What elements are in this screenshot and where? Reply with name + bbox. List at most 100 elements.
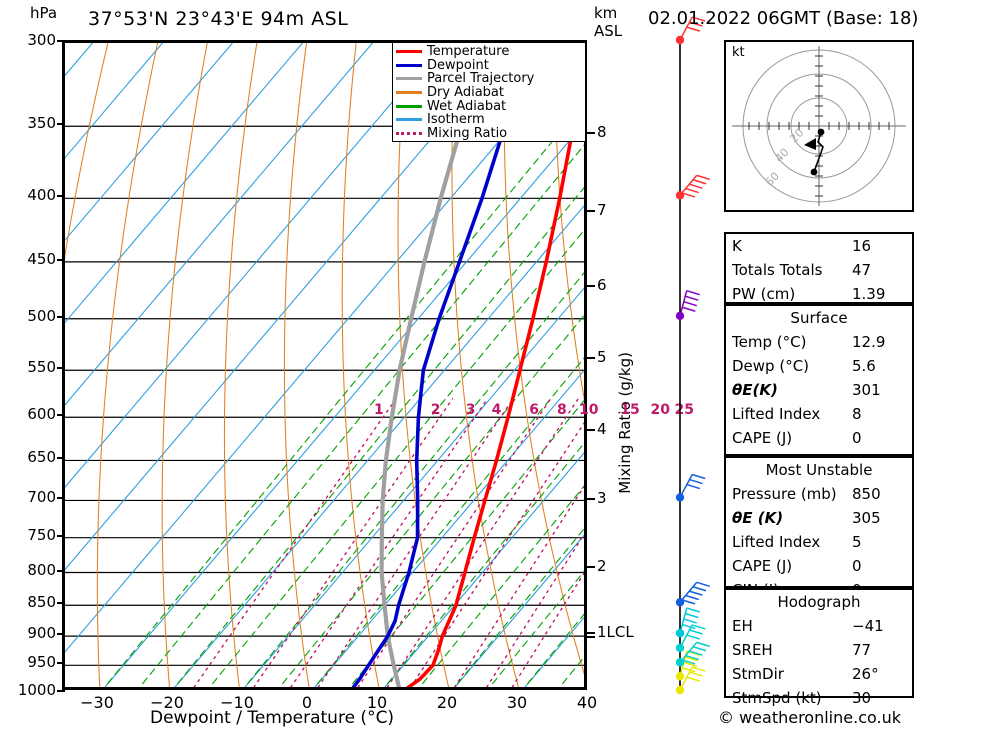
wind-barb-flag — [689, 671, 703, 677]
stat-row: θE (K) 305 — [726, 506, 912, 530]
hodograph-point — [817, 128, 825, 136]
forecast-datetime: 02.01.2022 06GMT (Base: 18) — [648, 8, 919, 29]
wind-barb-flag — [692, 586, 707, 592]
stat-label: CAPE (J) — [732, 557, 793, 575]
stat-row: CAPE (J) 0 — [726, 426, 912, 450]
wet-adiabat-line — [209, 229, 584, 687]
wet-adiabat-line — [174, 186, 584, 687]
legend-label: Temperature — [427, 44, 510, 60]
temperature-tick-label: 20 — [436, 693, 458, 712]
legend-item: Parcel Trajectory — [396, 72, 582, 86]
stat-row: SREH 77 — [726, 638, 912, 662]
wind-barb-shaft — [679, 16, 693, 41]
stat-value: 47 — [852, 261, 872, 279]
wind-barb-shaft — [679, 290, 688, 316]
height-tick-label: 5 — [597, 348, 607, 367]
wet-adiabat-line — [104, 102, 584, 687]
mixing-ratio-line — [317, 398, 514, 687]
stat-row: Lifted Index 5 — [726, 530, 912, 554]
legend-item: Wet Adiabat — [396, 99, 582, 113]
pressure-tick-label: 400 — [27, 186, 56, 205]
wind-barb-flag — [691, 16, 706, 22]
isotherm-line — [244, 287, 584, 687]
stat-row: CAPE (J) 0 — [726, 554, 912, 578]
pressure-tick — [57, 195, 65, 198]
wind-barb-flag — [686, 676, 701, 682]
wind-barb-flag — [689, 650, 703, 656]
legend-label: Dry Adiabat — [427, 85, 504, 101]
wind-barb-shaft — [679, 641, 698, 663]
stat-value: −41 — [852, 617, 884, 635]
pressure-tick-label: 550 — [27, 358, 56, 377]
isotherm-line — [104, 122, 584, 687]
wind-barb-flag — [681, 659, 696, 665]
wind-barb-flag — [683, 661, 697, 667]
isotherm-line — [314, 369, 584, 687]
wind-barb-flag — [685, 187, 699, 194]
stat-value: 1.39 — [852, 285, 886, 303]
stat-label: Lifted Index — [732, 405, 821, 423]
pressure-tick-label: 650 — [27, 448, 56, 467]
dry-adiabat-line — [65, 43, 109, 259]
stat-label: Temp (°C) — [732, 333, 807, 351]
wind-barb-flag — [685, 612, 699, 619]
mixing-ratio-label: 10 — [578, 402, 599, 419]
isotherm-line — [65, 43, 303, 324]
stat-label: θE (K) — [732, 509, 784, 527]
legend-item: Temperature — [396, 45, 582, 59]
panel-title: Surface — [790, 309, 848, 327]
wind-barb — [675, 289, 700, 320]
hodograph-ring-label: 20 — [787, 126, 806, 145]
stat-row: Lifted Index 8 — [726, 402, 912, 426]
height-tick-label: 6 — [597, 275, 607, 294]
pressure-tick-label: 750 — [27, 525, 56, 544]
mixing-ratio-axis-title: Mixing Ratio (g/kg) — [616, 352, 634, 494]
legend-swatch — [396, 77, 422, 81]
hodograph-trace-line — [813, 131, 824, 173]
pressure-tick-label: 700 — [27, 488, 56, 507]
wind-barb-flag — [689, 183, 703, 189]
pressure-tick-label: 800 — [27, 560, 56, 579]
stat-value: 301 — [852, 381, 881, 399]
wind-barb-column — [650, 0, 720, 733]
height-tick-label: 2 — [597, 557, 607, 576]
dewpoint-curve — [351, 43, 543, 687]
pressure-tick-label: 1000 — [17, 681, 56, 699]
temperature-tick-label: −20 — [150, 693, 184, 712]
stat-row: Dewp (°C) 5.6 — [726, 354, 912, 378]
legend-item: Dewpoint — [396, 59, 582, 73]
stat-row: EH −41 — [726, 614, 912, 638]
stat-label: Dewp (°C) — [732, 357, 810, 375]
pressure-tick — [57, 258, 65, 261]
pressure-tick — [57, 367, 65, 370]
legend-label: Mixing Ratio — [427, 125, 508, 141]
legend-swatch — [396, 91, 422, 95]
legend-label: Isotherm — [427, 112, 485, 128]
wet-adiabat-line — [139, 144, 584, 687]
temperature-tick-label: 10 — [366, 693, 388, 712]
wind-barb-flag — [692, 179, 707, 185]
storm-motion-arrow-icon — [804, 138, 816, 150]
legend-item: Mixing Ratio — [396, 127, 582, 141]
mixing-ratio-label: 2 — [430, 402, 441, 419]
x-axis-title: Dewpoint / Temperature (°C) — [150, 708, 395, 728]
stat-value: 30 — [852, 689, 872, 707]
height-tick-label: 3 — [597, 489, 607, 508]
page-title: 37°53'N 23°43'E 94m ASL — [88, 8, 349, 30]
height-tick-label: 7 — [597, 200, 607, 219]
pressure-tick-label: 300 — [27, 31, 56, 49]
dry-adiabat-line — [96, 43, 159, 687]
wind-barb-shaft — [679, 581, 698, 603]
wind-barb-flag — [696, 174, 710, 181]
legend-swatch — [396, 63, 422, 67]
stat-row: Temp (°C) 12.9 — [726, 330, 912, 354]
wind-barb — [675, 473, 706, 502]
stat-label: StmDir — [732, 665, 784, 683]
wind-barb-flag — [686, 26, 701, 32]
dry-adiabat-line — [161, 43, 208, 687]
stat-label: CAPE (J) — [732, 429, 793, 447]
pressure-tick-label: 600 — [27, 405, 56, 424]
pressure-tick-label: 900 — [27, 624, 56, 643]
pressure-tick-label: 350 — [27, 114, 56, 133]
